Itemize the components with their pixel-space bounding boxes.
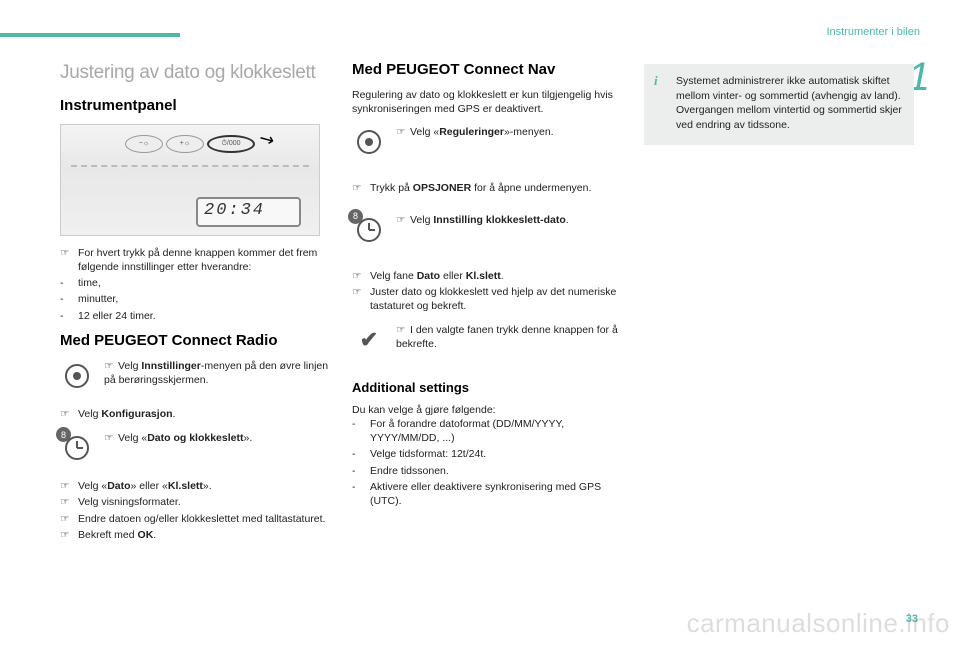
dash-marker: - (352, 417, 370, 445)
clock-icon-with-badge: 8 (352, 213, 386, 247)
info-callout-box: i Systemet administrerer ikke automatisk… (644, 64, 914, 145)
list-item: - Velge tidsformat: 12t/24t. (352, 447, 622, 461)
instruction-row: ☞ Velg Konfigurasjon. (60, 407, 330, 421)
pointer-marker: ☞ (60, 512, 78, 526)
list-item: - 12 eller 24 timer. (60, 309, 330, 323)
list-item: - Endre tidssonen. (352, 464, 622, 478)
column-3: i Systemet administrerer ikke automatisk… (644, 60, 914, 544)
instruction-text: ☞Velg Innstillinger-menyen på den øvre l… (104, 359, 330, 387)
clock-icon-with-badge: 8 (60, 431, 94, 465)
dash-separator (71, 165, 309, 167)
list-text: time, (78, 276, 330, 290)
heading-connect-radio: Med PEUGEOT Connect Radio (60, 331, 330, 351)
instruction-text: ☞Velg «Reguleringer»-menyen. (396, 125, 554, 139)
pointer-marker: ☞ (104, 359, 118, 373)
instruction-text: For hvert trykk på denne knappen kommer … (78, 246, 330, 274)
instruction-text: Velg fane Dato eller Kl.slett. (370, 269, 622, 283)
instruction-row: ☞ Velg visningsformater. (60, 495, 330, 509)
gear-icon (60, 359, 94, 393)
column-2: Med PEUGEOT Connect Nav Regulering av da… (352, 60, 622, 544)
pointer-marker: ☞ (396, 125, 410, 139)
column-1: Justering av dato og klokkeslett Instrum… (60, 60, 330, 544)
instruction-text: Juster dato og klokkeslett ved hjelp av … (370, 285, 622, 313)
dash-marker: - (60, 276, 78, 290)
dash-marker: - (352, 464, 370, 478)
dash-marker: - (352, 480, 370, 508)
content-columns: Justering av dato og klokkeslett Instrum… (60, 60, 920, 544)
instruction-text: ☞I den valgte fanen trykk denne knappen … (396, 323, 622, 351)
pointer-marker: ☞ (104, 431, 118, 445)
pointer-marker: ☞ (60, 246, 78, 274)
list-item: - minutter, (60, 292, 330, 306)
text-bold: Innstillinger (141, 360, 201, 372)
pointer-marker: ☞ (352, 269, 370, 283)
icon-instruction-row: ☞Velg Innstillinger-menyen på den øvre l… (60, 359, 330, 393)
icon-instruction-row: 8 ☞Velg Innstilling klokkeslett-dato. (352, 213, 622, 247)
list-item: - Aktivere eller deaktivere synkroniseri… (352, 480, 622, 508)
instrument-panel-illustration: −☼ +☼ ⏱/000 ↘ 20:34 (60, 124, 320, 236)
pointer-marker: ☞ (60, 495, 78, 509)
instruction-row: ☞ Velg fane Dato eller Kl.slett. (352, 269, 622, 283)
icon-instruction-row: ✔ ☞I den valgte fanen trykk denne knappe… (352, 323, 622, 357)
instruction-row: ☞ Endre datoen og/eller klokkeslettet me… (60, 512, 330, 526)
pointer-marker: ☞ (396, 213, 410, 227)
list-text: 12 eller 24 timer. (78, 309, 330, 323)
instruction-text: ☞Velg Innstilling klokkeslett-dato. (396, 213, 569, 227)
instruction-row: ☞ For hvert trykk på denne knappen komme… (60, 246, 330, 274)
icon-instruction-row: 8 ☞Velg «Dato og klokkeslett». (60, 431, 330, 465)
list-text: For å forandre datoformat (DD/MM/YYYY, Y… (370, 417, 622, 445)
checkmark-icon: ✔ (352, 323, 386, 357)
gear-icon (352, 125, 386, 159)
panel-button-2: +☼ (166, 135, 204, 153)
heading-additional-settings: Additional settings (352, 379, 622, 397)
panel-button-1: −☼ (125, 135, 163, 153)
dash-marker: - (60, 292, 78, 306)
instruction-text: Endre datoen og/eller klokkeslettet med … (78, 512, 330, 526)
info-line-2: Overgangen mellom vintertid og sommertid… (676, 103, 902, 132)
instruction-row: ☞ Velg «Dato» eller «Kl.slett». (60, 479, 330, 493)
header-accent-bar (0, 33, 180, 37)
list-item: - time, (60, 276, 330, 290)
paragraph: Du kan velge å gjøre følgende: (352, 403, 622, 417)
panel-button-clock: ⏱/000 (207, 135, 255, 153)
instruction-text: Velg «Dato» eller «Kl.slett». (78, 479, 330, 493)
instruction-text: ☞Velg «Dato og klokkeslett». (104, 431, 252, 445)
info-line-1: Systemet administrerer ikke automatisk s… (676, 74, 902, 103)
info-icon: i (654, 72, 668, 86)
list-text: minutter, (78, 292, 330, 306)
page-title: Justering av dato og klokkeslett (60, 60, 330, 86)
icon-instruction-row: ☞Velg «Reguleringer»-menyen. (352, 125, 622, 159)
paragraph: Regulering av dato og klokkeslett er kun… (352, 88, 622, 116)
header-section-label: Instrumenter i bilen (826, 26, 920, 38)
pointer-marker: ☞ (352, 285, 370, 313)
instruction-row: ☞ Trykk på OPSJONER for å åpne undermeny… (352, 181, 622, 195)
pointer-marker: ☞ (352, 181, 370, 195)
list-text: Velge tidsformat: 12t/24t. (370, 447, 622, 461)
list-text: Aktivere eller deaktivere synkronisering… (370, 480, 622, 508)
dash-marker: - (352, 447, 370, 461)
instruction-text: Velg visningsformater. (78, 495, 330, 509)
list-text: Endre tidssonen. (370, 464, 622, 478)
pointer-marker: ☞ (60, 479, 78, 493)
watermark: carmanualsonline.info (687, 608, 950, 639)
clock-display: 20:34 (196, 197, 301, 227)
heading-instrumentpanel: Instrumentpanel (60, 96, 330, 116)
instruction-row: ☞ Juster dato og klokkeslett ved hjelp a… (352, 285, 622, 313)
heading-connect-nav: Med PEUGEOT Connect Nav (352, 60, 622, 80)
pointer-marker: ☞ (60, 407, 78, 421)
dash-marker: - (60, 309, 78, 323)
text-pre: Velg (118, 360, 141, 372)
instruction-text: Trykk på OPSJONER for å åpne undermenyen… (370, 181, 622, 195)
pointer-arrow-icon: ↘ (254, 125, 279, 154)
pointer-marker: ☞ (396, 323, 410, 337)
list-item: - For å forandre datoformat (DD/MM/YYYY,… (352, 417, 622, 445)
pointer-marker: ☞ (60, 528, 78, 542)
instruction-row: ☞ Bekreft med OK. (60, 528, 330, 542)
instruction-text: Bekreft med OK. (78, 528, 330, 542)
instruction-text: Velg Konfigurasjon. (78, 407, 330, 421)
